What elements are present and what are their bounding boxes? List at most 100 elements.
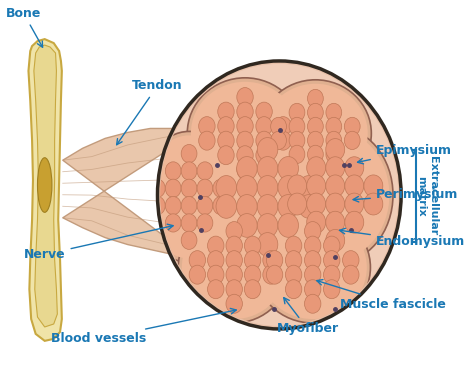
Ellipse shape	[181, 179, 197, 197]
Ellipse shape	[209, 129, 326, 264]
Ellipse shape	[278, 214, 299, 237]
Ellipse shape	[199, 117, 215, 136]
Ellipse shape	[326, 157, 345, 179]
Ellipse shape	[237, 131, 253, 150]
Ellipse shape	[308, 131, 323, 150]
Ellipse shape	[208, 236, 224, 255]
Ellipse shape	[275, 117, 292, 136]
Ellipse shape	[257, 195, 278, 218]
Ellipse shape	[289, 103, 305, 121]
Ellipse shape	[237, 117, 253, 136]
Text: Tendon: Tendon	[117, 79, 183, 145]
Ellipse shape	[226, 280, 242, 299]
Ellipse shape	[218, 117, 234, 136]
Ellipse shape	[197, 162, 213, 180]
Ellipse shape	[157, 61, 401, 329]
Ellipse shape	[245, 251, 261, 270]
Ellipse shape	[304, 294, 321, 313]
Ellipse shape	[257, 233, 278, 256]
Ellipse shape	[237, 176, 257, 199]
Ellipse shape	[181, 197, 197, 215]
Ellipse shape	[237, 146, 253, 165]
Ellipse shape	[213, 197, 229, 215]
Ellipse shape	[197, 197, 213, 215]
Ellipse shape	[308, 103, 323, 121]
Ellipse shape	[256, 146, 272, 165]
Ellipse shape	[197, 214, 213, 232]
Ellipse shape	[304, 221, 321, 241]
Ellipse shape	[256, 117, 272, 136]
Ellipse shape	[326, 117, 342, 135]
Ellipse shape	[275, 131, 292, 150]
Text: Endomysium: Endomysium	[339, 228, 465, 248]
Ellipse shape	[289, 117, 305, 135]
Ellipse shape	[324, 251, 340, 270]
Ellipse shape	[178, 212, 290, 323]
Ellipse shape	[308, 89, 323, 108]
Ellipse shape	[218, 146, 234, 165]
Ellipse shape	[259, 80, 371, 187]
Ellipse shape	[189, 265, 206, 284]
Ellipse shape	[288, 175, 307, 197]
Ellipse shape	[343, 265, 359, 284]
Ellipse shape	[181, 144, 197, 163]
Ellipse shape	[226, 265, 242, 284]
Text: Bone: Bone	[6, 7, 43, 47]
Ellipse shape	[344, 117, 360, 135]
Polygon shape	[63, 129, 195, 259]
Ellipse shape	[226, 236, 242, 255]
Ellipse shape	[326, 131, 342, 150]
Ellipse shape	[266, 251, 283, 270]
Ellipse shape	[266, 265, 283, 284]
Ellipse shape	[271, 131, 286, 150]
Ellipse shape	[345, 211, 364, 233]
Ellipse shape	[140, 132, 238, 262]
Ellipse shape	[326, 103, 342, 121]
Ellipse shape	[289, 131, 305, 150]
Ellipse shape	[199, 131, 215, 150]
Ellipse shape	[216, 176, 237, 199]
Ellipse shape	[191, 82, 299, 185]
Ellipse shape	[218, 131, 234, 150]
Ellipse shape	[245, 236, 261, 255]
Ellipse shape	[182, 216, 286, 319]
Text: Muscle fascicle: Muscle fascicle	[317, 280, 446, 311]
Ellipse shape	[278, 176, 299, 199]
Ellipse shape	[285, 251, 302, 270]
Ellipse shape	[271, 117, 286, 135]
Ellipse shape	[237, 102, 253, 121]
Ellipse shape	[326, 211, 345, 233]
Ellipse shape	[285, 280, 302, 299]
Ellipse shape	[285, 236, 302, 255]
Ellipse shape	[197, 179, 213, 197]
Ellipse shape	[364, 193, 383, 215]
Ellipse shape	[256, 131, 272, 150]
Ellipse shape	[345, 157, 364, 179]
Ellipse shape	[326, 229, 345, 251]
Ellipse shape	[245, 280, 261, 299]
Ellipse shape	[257, 214, 278, 237]
Ellipse shape	[216, 195, 237, 218]
Ellipse shape	[165, 214, 181, 232]
Text: Blood vessels: Blood vessels	[51, 308, 236, 346]
Ellipse shape	[326, 175, 345, 197]
Ellipse shape	[37, 158, 52, 212]
Ellipse shape	[187, 78, 303, 189]
Ellipse shape	[208, 251, 224, 270]
Ellipse shape	[277, 126, 393, 264]
Ellipse shape	[345, 175, 364, 197]
Ellipse shape	[304, 236, 321, 255]
Ellipse shape	[344, 131, 360, 150]
Ellipse shape	[343, 251, 359, 270]
Ellipse shape	[245, 265, 261, 284]
Ellipse shape	[226, 294, 242, 313]
Ellipse shape	[304, 251, 321, 270]
Ellipse shape	[205, 126, 330, 268]
Ellipse shape	[237, 160, 253, 179]
Ellipse shape	[307, 175, 326, 197]
Polygon shape	[34, 45, 57, 327]
Ellipse shape	[324, 280, 340, 299]
Ellipse shape	[304, 265, 321, 284]
Ellipse shape	[326, 139, 345, 161]
Ellipse shape	[263, 84, 368, 183]
